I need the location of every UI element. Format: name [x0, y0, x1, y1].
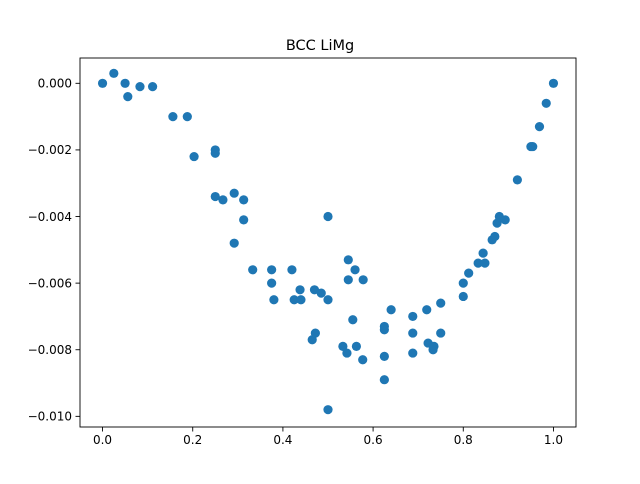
data-point — [210, 191, 220, 202]
data-point — [478, 248, 488, 258]
data-point — [239, 195, 249, 205]
data-point — [120, 78, 130, 88]
x-tick-label: 0.0 — [93, 433, 112, 447]
data-point — [351, 341, 362, 352]
data-point — [248, 265, 258, 275]
data-point — [267, 265, 277, 275]
data-point — [408, 328, 418, 338]
data-point — [239, 215, 249, 225]
y-tick-label: −0.006 — [28, 276, 72, 290]
data-point — [135, 82, 145, 92]
data-point — [147, 82, 158, 92]
data-point — [323, 211, 333, 222]
data-point — [338, 341, 348, 352]
data-point — [490, 231, 500, 242]
data-point — [323, 405, 333, 415]
data-point — [316, 288, 326, 298]
data-point — [512, 175, 522, 185]
data-point — [408, 311, 418, 322]
data-point — [379, 375, 389, 385]
data-point — [379, 351, 389, 361]
data-point — [548, 78, 559, 88]
data-point — [500, 215, 510, 225]
data-point — [436, 328, 446, 338]
data-point — [123, 92, 133, 102]
y-tick-label: −0.004 — [28, 210, 72, 224]
y-tick-label: −0.010 — [28, 410, 72, 424]
data-point — [109, 68, 119, 78]
data-point — [429, 341, 439, 352]
data-point — [218, 195, 228, 205]
data-point — [267, 278, 277, 288]
data-point — [323, 295, 333, 305]
data-point — [464, 268, 474, 278]
data-point — [342, 348, 352, 358]
data-point — [189, 151, 199, 162]
data-point — [343, 255, 353, 265]
data-point — [310, 328, 320, 338]
y-tick-label: −0.008 — [28, 343, 72, 357]
x-tick-label: 1.0 — [544, 433, 563, 447]
x-tick-label: 0.6 — [364, 433, 383, 447]
data-point — [295, 285, 305, 295]
data-point — [458, 278, 468, 288]
data-point — [182, 112, 192, 122]
data-point — [343, 275, 353, 285]
data-point — [348, 315, 358, 325]
data-point — [379, 325, 389, 335]
data-point — [350, 265, 360, 275]
x-tick-label: 0.8 — [454, 433, 473, 447]
data-point — [458, 291, 468, 302]
data-point — [528, 141, 538, 152]
data-point — [534, 122, 545, 132]
plot-frame — [79, 57, 577, 428]
data-point — [358, 355, 368, 365]
data-point — [287, 265, 297, 275]
data-point — [289, 295, 299, 305]
data-point — [473, 258, 483, 268]
data-point — [480, 258, 490, 268]
y-tick-label: −0.002 — [28, 143, 72, 157]
data-point — [229, 188, 239, 198]
data-point — [210, 148, 220, 158]
data-point — [168, 112, 178, 122]
data-point — [97, 78, 108, 88]
data-point — [386, 305, 396, 315]
data-point — [408, 348, 418, 358]
y-tick-label: 0.000 — [38, 77, 72, 91]
data-point — [541, 98, 551, 108]
data-point — [296, 295, 306, 305]
data-point — [436, 298, 446, 308]
data-point — [269, 295, 279, 305]
x-tick-label: 0.2 — [183, 433, 202, 447]
ticks-layer: 0.0 0.2 0.4 0.6 0.8 1.0 0.000 −0.002 −0.004 −0.00… — [28, 77, 563, 447]
data-point — [422, 305, 432, 315]
data-point — [229, 238, 239, 248]
chart-title: BCC LiMg — [286, 38, 354, 54]
points-layer — [97, 68, 559, 415]
x-tick-label: 0.4 — [273, 433, 292, 447]
data-point — [358, 275, 368, 285]
